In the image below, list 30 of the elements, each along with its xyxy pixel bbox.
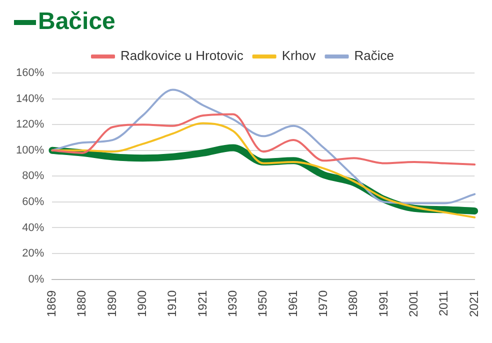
x-tick-label: 2001 [406,290,421,318]
y-tick-label: 20% [22,248,44,260]
y-tick-label: 120% [16,118,44,131]
x-tick-label: 2011 [436,290,451,316]
chart-title: Bačice [38,8,116,36]
x-tick-label: 1880 [74,290,89,318]
legend-label: Račice [354,48,394,64]
x-tick-label: 1900 [134,290,149,318]
y-tick-label: 80% [22,170,44,182]
legend-label: Krhov [282,48,316,64]
x-tick-label: 1890 [104,290,119,318]
x-tick-label: 1910 [165,290,180,318]
y-tick-label: 100% [16,144,44,156]
line-series [51,88,476,204]
x-tick-label: 1930 [226,290,240,318]
y-tick-label: 140% [16,92,44,105]
x-tick-label: 1961 [286,290,300,318]
y-tick-label: 0% [28,273,44,286]
x-tick-label: 1869 [44,290,58,318]
y-tick-label: 60% [22,196,44,208]
x-tick-label: 1980 [346,290,360,318]
x-tick-label: 1950 [256,290,270,318]
y-tick-label: 160% [16,67,44,80]
line-series [51,113,476,166]
y-tick-label: 40% [22,222,44,234]
x-tick-label: 1921 [195,290,210,318]
legend-label: Radkovice u Hrotovic [120,48,244,64]
x-tick-label: 1991 [376,290,390,318]
x-tick-label: 2021 [466,290,481,318]
x-tick-label: 1970 [316,290,330,318]
